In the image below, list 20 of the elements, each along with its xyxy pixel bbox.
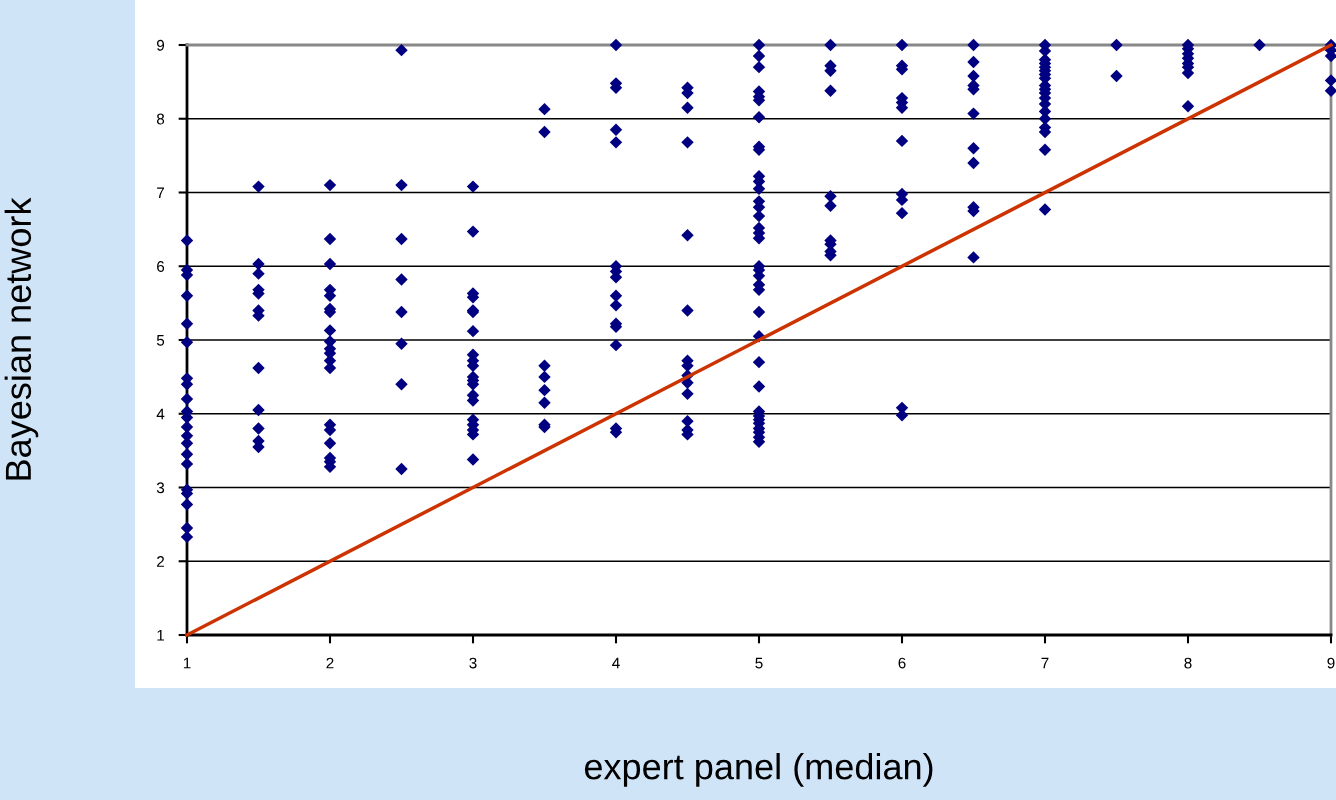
y-tick-label: 6 (157, 261, 165, 272)
x-tick-label: 1 (183, 657, 191, 669)
x-tick-label: 2 (326, 657, 334, 669)
y-tick-label: 4 (156, 408, 165, 420)
y-tick-label: 1 (157, 630, 165, 641)
y-tick-label: 8 (156, 113, 165, 125)
x-tick-label: 3 (469, 657, 477, 669)
y-axis-title: Bayesian network (4, 197, 39, 480)
x-tick-label: 4 (612, 657, 620, 669)
y-tick-label: 5 (156, 335, 165, 346)
x-tick-label: 7 (1041, 657, 1049, 669)
x-tick-label: 5 (755, 657, 763, 669)
y-tick-label: 2 (157, 556, 165, 567)
y-tick-label: 9 (157, 39, 165, 51)
x-tick-label: 8 (1184, 657, 1192, 669)
x-tick-label: 9 (1327, 657, 1335, 669)
y-tick-label: 3 (156, 482, 165, 494)
x-tick-label: 6 (898, 657, 906, 669)
y-tick-label: 7 (157, 187, 165, 199)
x-axis-title: expert panel (median) (584, 753, 933, 787)
